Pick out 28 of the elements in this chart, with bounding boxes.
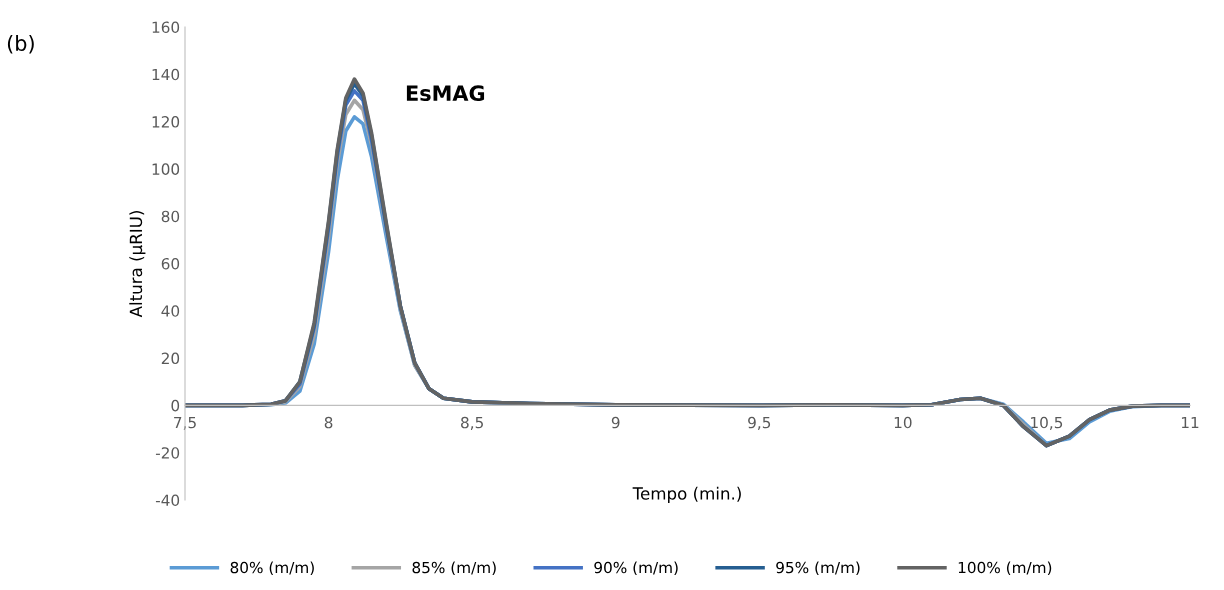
x-tick-label: 8,5 (461, 416, 483, 430)
legend-label: 90% (m/m) (594, 561, 678, 576)
y-tick-label: 40 (161, 305, 180, 317)
x-tick-label: 11 (1181, 416, 1199, 429)
y-tick-label: 160 (152, 21, 180, 34)
y-tick-label: -20 (155, 447, 180, 459)
annotation: EsMAG (406, 85, 485, 102)
y-tick-label: 60 (161, 257, 180, 270)
x-tick-label: 8 (324, 416, 333, 429)
y-tick-label: 140 (152, 68, 180, 81)
text: (b) (7, 34, 34, 54)
legend-label: 95% (m/m) (776, 561, 860, 576)
x-tick-label: 9 (611, 416, 620, 429)
y-tick-label: 120 (152, 116, 180, 128)
legend-label: 100% (m/m) (958, 561, 1052, 576)
legend-label: 85% (m/m) (412, 561, 496, 576)
x-tick-label: 10,5 (1031, 416, 1063, 430)
x-tick-label: 10 (894, 416, 912, 429)
y-tick-label: 80 (161, 210, 180, 223)
y-tick-label: -40 (155, 494, 180, 507)
x-tick-label: 9,5 (748, 416, 771, 430)
legend-label: 80% (m/m) (230, 561, 314, 576)
x-tick-label: 7,5 (174, 416, 196, 430)
y-tick-label: 20 (161, 352, 180, 365)
y-axis-title: Altura (µRIU) (129, 211, 146, 318)
x-axis-title: Tempo (min.) (632, 486, 741, 503)
y-tick-label: 100 (152, 163, 180, 175)
y-tick-label: 0 (171, 399, 180, 412)
